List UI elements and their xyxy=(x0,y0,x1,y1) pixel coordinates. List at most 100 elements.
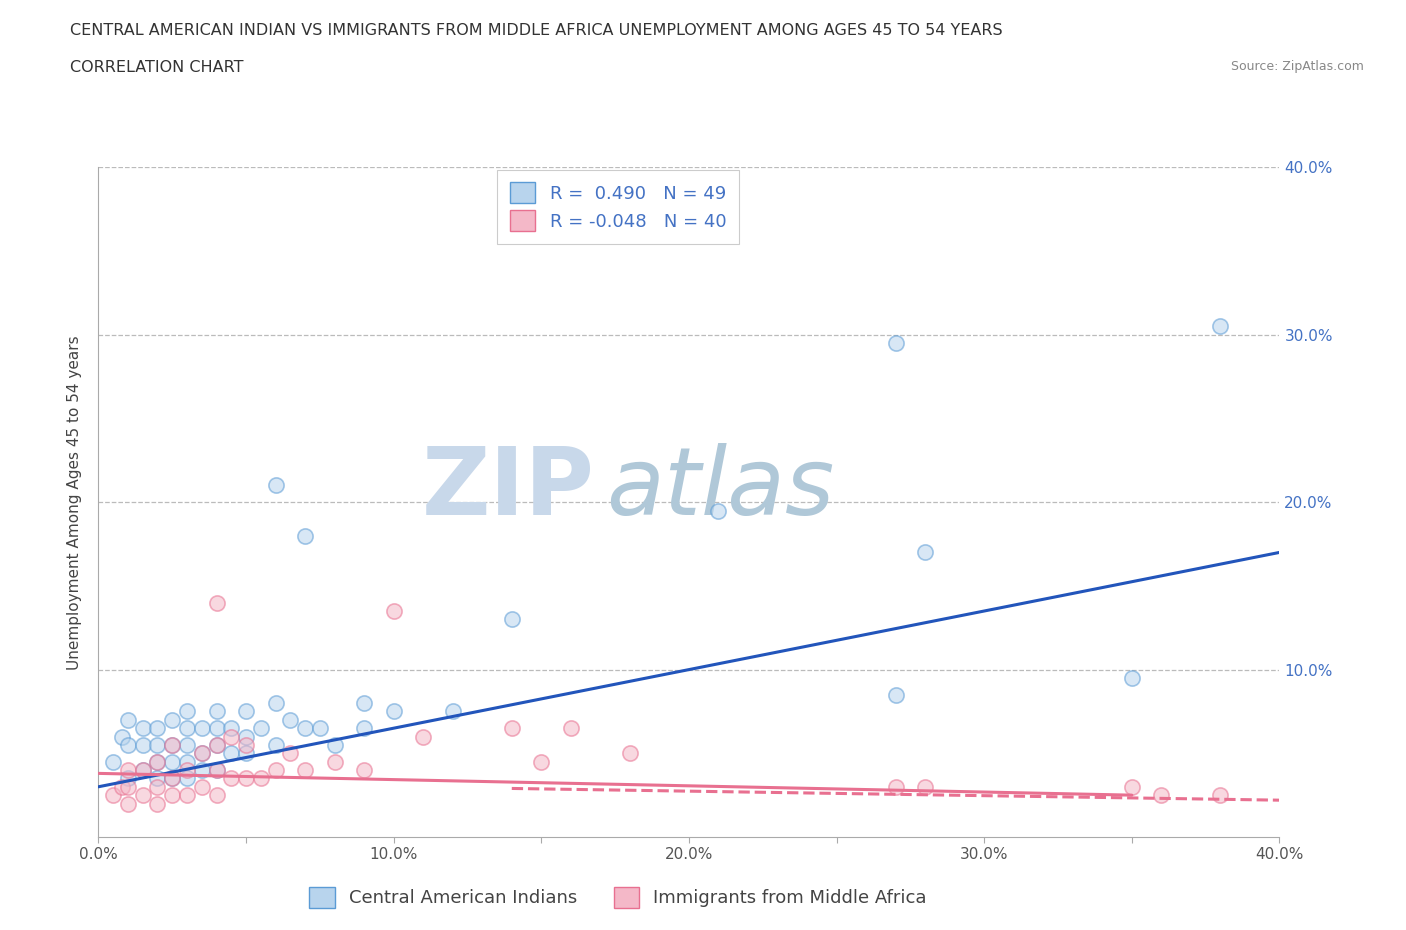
Point xyxy=(162,788,183,803)
Point xyxy=(117,779,139,794)
Point xyxy=(162,712,183,727)
Point xyxy=(219,771,242,786)
Point xyxy=(146,721,169,736)
Point xyxy=(111,729,134,744)
Point xyxy=(205,763,228,777)
Y-axis label: Unemployment Among Ages 45 to 54 years: Unemployment Among Ages 45 to 54 years xyxy=(67,335,83,670)
Text: CENTRAL AMERICAN INDIAN VS IMMIGRANTS FROM MIDDLE AFRICA UNEMPLOYMENT AMONG AGES: CENTRAL AMERICAN INDIAN VS IMMIGRANTS FR… xyxy=(70,23,1002,38)
Point xyxy=(205,763,228,777)
Text: Source: ZipAtlas.com: Source: ZipAtlas.com xyxy=(1230,60,1364,73)
Text: atlas: atlas xyxy=(606,444,835,535)
Legend: Central American Indians, Immigrants from Middle Africa: Central American Indians, Immigrants fro… xyxy=(302,880,934,915)
Point xyxy=(176,704,198,719)
Point xyxy=(884,687,907,702)
Point xyxy=(382,704,405,719)
Point xyxy=(162,737,183,752)
Point xyxy=(132,788,155,803)
Point xyxy=(884,779,907,794)
Point xyxy=(501,612,523,627)
Point xyxy=(205,595,228,610)
Point xyxy=(103,788,125,803)
Point xyxy=(191,763,214,777)
Point xyxy=(309,721,332,736)
Point xyxy=(530,754,553,769)
Point xyxy=(176,788,198,803)
Point xyxy=(914,545,936,560)
Point xyxy=(162,771,183,786)
Point xyxy=(235,737,257,752)
Point xyxy=(1121,779,1143,794)
Point xyxy=(117,796,139,811)
Point xyxy=(146,737,169,752)
Point xyxy=(146,754,169,769)
Point xyxy=(117,712,139,727)
Point xyxy=(382,604,405,618)
Point xyxy=(235,704,257,719)
Point xyxy=(146,771,169,786)
Point xyxy=(278,746,302,761)
Point xyxy=(191,721,214,736)
Point xyxy=(176,721,198,736)
Point xyxy=(1150,788,1173,803)
Point xyxy=(619,746,641,761)
Point xyxy=(353,763,375,777)
Point xyxy=(294,721,316,736)
Point xyxy=(205,737,228,752)
Point xyxy=(353,721,375,736)
Point xyxy=(162,737,183,752)
Point xyxy=(264,478,287,493)
Point xyxy=(278,712,302,727)
Text: CORRELATION CHART: CORRELATION CHART xyxy=(70,60,243,75)
Point xyxy=(1209,319,1232,334)
Point xyxy=(219,746,242,761)
Point xyxy=(162,754,183,769)
Point xyxy=(176,754,198,769)
Point xyxy=(1209,788,1232,803)
Point xyxy=(103,754,125,769)
Point xyxy=(191,746,214,761)
Point xyxy=(111,779,134,794)
Point xyxy=(146,796,169,811)
Point xyxy=(117,737,139,752)
Point xyxy=(132,737,155,752)
Point xyxy=(560,721,582,736)
Point xyxy=(441,704,464,719)
Point xyxy=(205,788,228,803)
Point xyxy=(205,721,228,736)
Point xyxy=(884,336,907,351)
Point xyxy=(235,729,257,744)
Point xyxy=(353,696,375,711)
Point xyxy=(264,696,287,711)
Point xyxy=(176,737,198,752)
Point xyxy=(176,763,198,777)
Point xyxy=(132,763,155,777)
Point xyxy=(501,721,523,736)
Point xyxy=(219,721,242,736)
Point xyxy=(294,528,316,543)
Point xyxy=(323,737,346,752)
Point xyxy=(412,729,434,744)
Text: ZIP: ZIP xyxy=(422,443,595,535)
Point xyxy=(146,754,169,769)
Point xyxy=(250,721,273,736)
Point xyxy=(235,771,257,786)
Point xyxy=(162,771,183,786)
Point xyxy=(117,763,139,777)
Point xyxy=(250,771,273,786)
Point xyxy=(205,704,228,719)
Point xyxy=(707,503,730,518)
Point xyxy=(294,763,316,777)
Point xyxy=(219,729,242,744)
Point xyxy=(264,737,287,752)
Point xyxy=(191,746,214,761)
Point xyxy=(132,763,155,777)
Point xyxy=(191,779,214,794)
Point xyxy=(176,771,198,786)
Point xyxy=(205,737,228,752)
Point xyxy=(264,763,287,777)
Point xyxy=(914,779,936,794)
Point xyxy=(235,746,257,761)
Point xyxy=(1121,671,1143,685)
Point xyxy=(117,771,139,786)
Point xyxy=(132,721,155,736)
